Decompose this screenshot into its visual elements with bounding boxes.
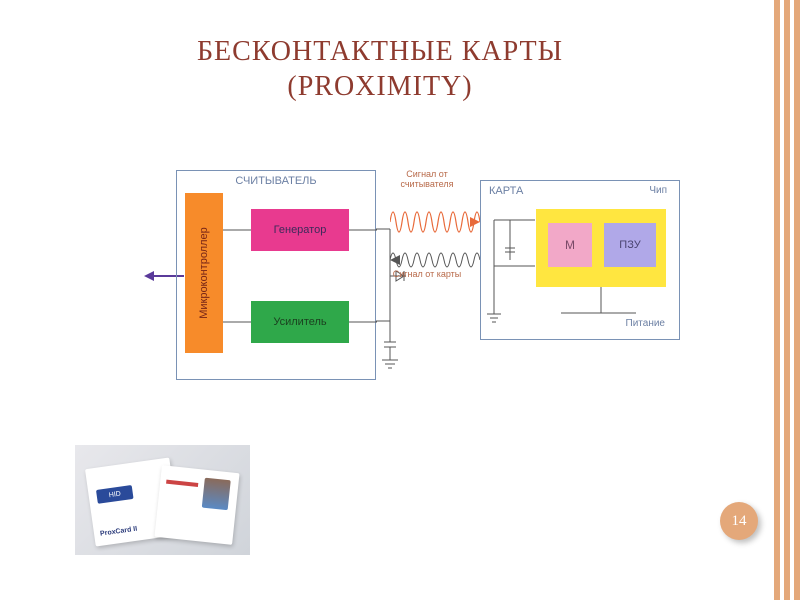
card-wires [481,181,681,341]
title-line-2: (PROXIMITY) [287,71,472,102]
id-badge-card [154,465,239,545]
title-line-1: БЕСКОНТАКТНЫЕ КАРТЫ [197,36,563,67]
signal1-label: Сигнал от считывателя [382,170,472,190]
badge-photo [202,478,231,511]
proximity-diagram: СЧИТЫВАТЕЛЬ Микроконтроллер Генератор Ус… [150,170,700,380]
card-model-text: ProxCard II [100,526,138,538]
cards-photo: HID ProxCard II [75,445,250,555]
page-number-badge: 14 [720,502,758,540]
slide-title: БЕСКОНТАКТНЫЕ КАРТЫ (PROXIMITY) [0,34,760,104]
badge-stripe [166,480,198,487]
card-box: КАРТА Чип М ПЗУ Питание [480,180,680,340]
reader-wires [177,171,377,381]
page-number: 14 [732,513,747,530]
reader-box: СЧИТЫВАТЕЛЬ Микроконтроллер Генератор Ус… [176,170,376,380]
signal2-label: Сигнал от карты [382,270,472,280]
slide: БЕСКОНТАКТНЫЕ КАРТЫ (PROXIMITY) СЧИТЫВАТ… [0,0,800,600]
signal-wave-top [390,198,480,246]
right-accent-border [766,0,800,600]
card-brand-logo: HID [96,485,134,504]
